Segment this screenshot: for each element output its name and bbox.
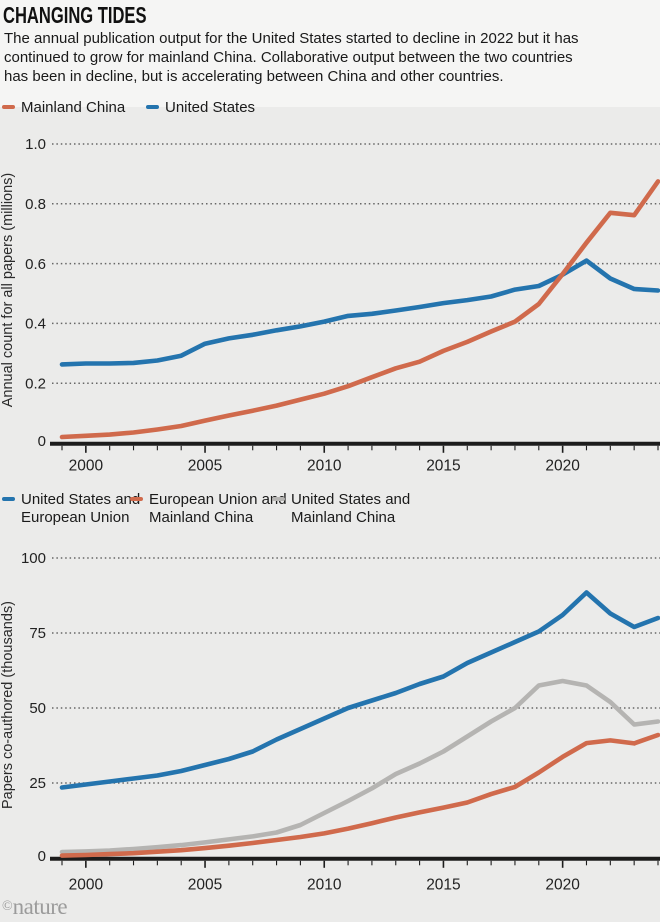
- legend-label: United States: [165, 99, 255, 117]
- copyright-symbol: ©: [2, 899, 13, 914]
- nature-wordmark: nature: [12, 894, 68, 919]
- y-tick-label: 0.4: [25, 316, 46, 333]
- x-tick-label: 2015: [426, 458, 460, 475]
- x-tick-label: 2015: [426, 877, 460, 894]
- line-european-union-and-mainland-china: [59, 732, 660, 858]
- y-tick-label: 0.6: [25, 256, 46, 273]
- legend-label: United States and European Union: [21, 491, 140, 527]
- line-united-states-and-european-union: [59, 590, 660, 790]
- line-mainland-china: [59, 179, 660, 440]
- legend-swatch: [2, 497, 15, 501]
- legend-item-united-states-and-mainland-china: United States and Mainland China: [272, 491, 410, 527]
- legend-label-line: United States: [165, 99, 256, 116]
- line-united-states-and-mainland-china: [59, 678, 660, 855]
- y-tick-label: 0: [38, 848, 46, 865]
- legend-item-european-union-and-mainland-china: European Union and Mainland China: [130, 491, 287, 527]
- page-title: CHANGING TIDES: [3, 2, 147, 28]
- legend-label: Mainland China: [21, 99, 125, 117]
- x-tick-label: 2020: [545, 458, 580, 475]
- y-tick-label: 25: [29, 775, 46, 792]
- x-tick-label: 2005: [188, 458, 222, 475]
- legend-swatch: [272, 497, 285, 501]
- y-tick-label: 75: [29, 625, 46, 642]
- legend-swatch: [130, 497, 143, 501]
- legend-item-united-states-and-european-union: United States and European Union: [2, 491, 140, 527]
- legend-label-line: Mainland China: [21, 99, 126, 116]
- nature-logo: ©nature: [2, 894, 68, 920]
- legend-item-mainland-china: Mainland China: [2, 99, 125, 117]
- x-tick-label: 2010: [307, 458, 342, 475]
- header-background: [0, 0, 660, 107]
- legend-label-line: United States and: [21, 491, 141, 508]
- y-tick-label: 50: [29, 700, 46, 717]
- legend-label-line: European Union and: [149, 491, 287, 508]
- y-axis-title: Annual count for all papers (millions): [0, 173, 16, 408]
- line-united-states: [59, 258, 660, 367]
- legend-label-line: Mainland China: [291, 509, 396, 526]
- x-tick-label: 2000: [69, 877, 104, 894]
- legend-label-line: European Union: [21, 509, 130, 526]
- y-axis-title: Papers co-authored (thousands): [0, 601, 16, 809]
- x-tick-label: 2005: [188, 877, 222, 894]
- y-tick-label: 1.0: [25, 136, 46, 153]
- x-tick-label: 2020: [545, 877, 580, 894]
- y-tick-label: 0.8: [25, 196, 46, 213]
- y-tick-label: 100: [21, 550, 46, 567]
- x-tick-label: 2010: [307, 877, 342, 894]
- legend-label: United States and Mainland China: [291, 491, 410, 527]
- legend-label-line: Mainland China: [149, 509, 254, 526]
- figure-subtitle: The annual publication output for the Un…: [4, 30, 579, 85]
- legend-item-united-states: United States: [146, 99, 255, 117]
- legend-label: European Union and Mainland China: [149, 491, 287, 527]
- legend-swatch: [146, 105, 159, 109]
- legend-swatch: [2, 105, 15, 109]
- y-tick-label: 0: [38, 433, 46, 450]
- y-tick-label: 0.2: [25, 375, 46, 392]
- legend-label-line: United States and: [291, 491, 411, 508]
- x-tick-label: 2000: [69, 458, 104, 475]
